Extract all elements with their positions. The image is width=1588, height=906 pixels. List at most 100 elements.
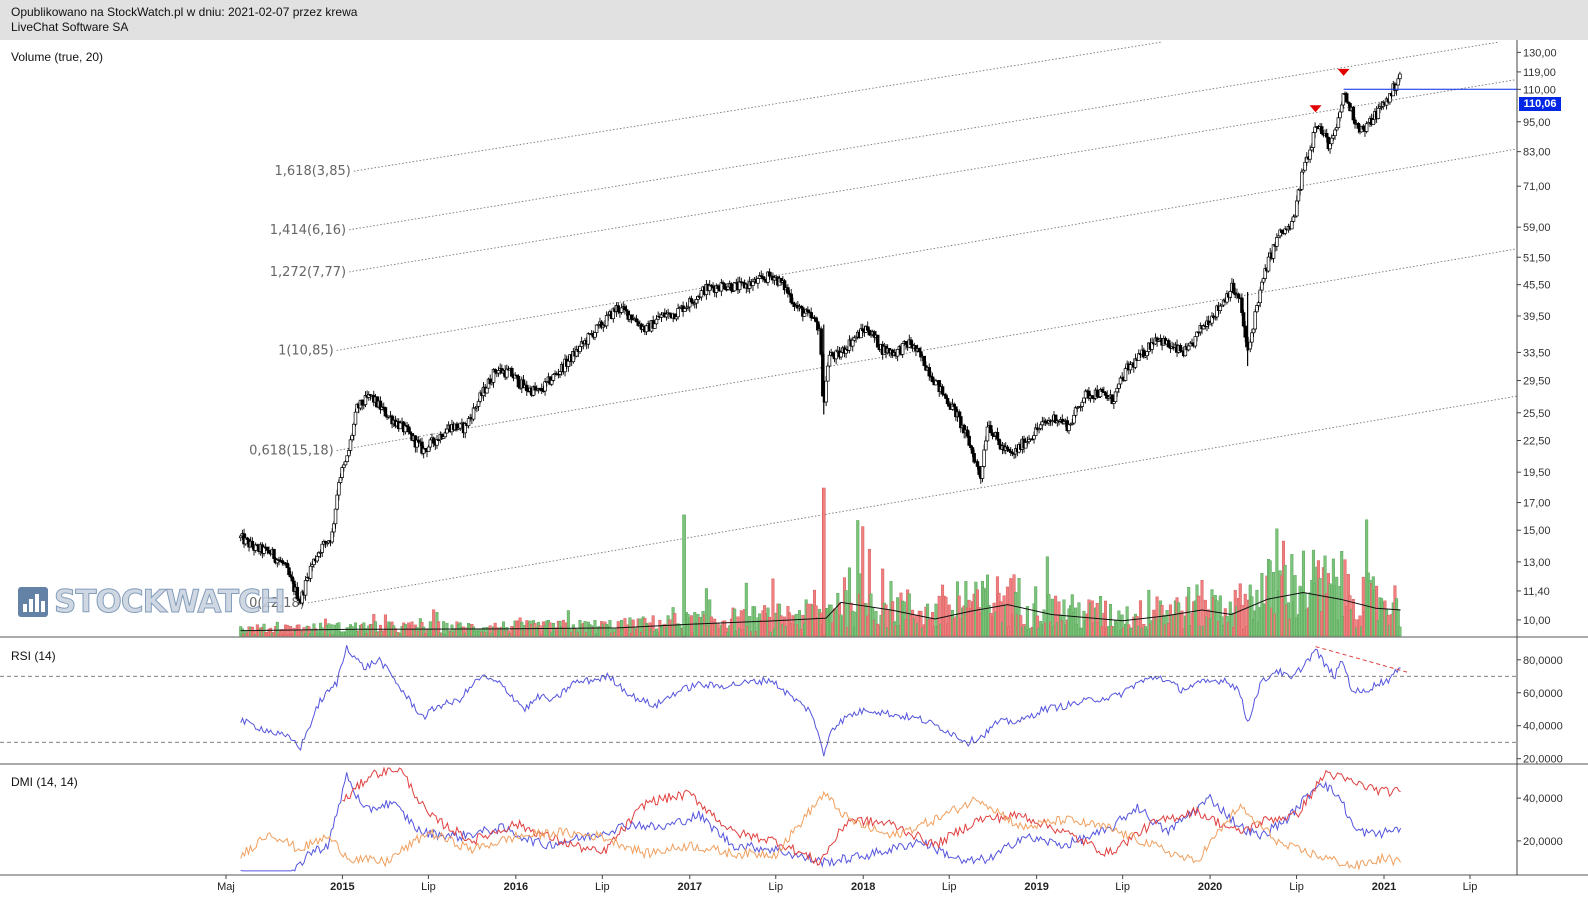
- candle-body: [1032, 435, 1036, 440]
- volume-bar: [867, 548, 871, 637]
- candle-body: [1123, 368, 1128, 381]
- candle-body: [1376, 107, 1381, 119]
- volume-bar: [307, 626, 311, 637]
- candle-body: [1260, 281, 1264, 291]
- volume-bar: [422, 626, 426, 637]
- candle-body: [922, 355, 927, 367]
- volume-average-line: [240, 591, 1401, 632]
- fib-level-label: 0(22,18): [249, 596, 305, 611]
- candle-body: [543, 381, 547, 392]
- candle-body: [1250, 332, 1254, 343]
- volume-bar: [689, 615, 693, 637]
- fib-level-label: 0,618(15,18): [249, 444, 334, 459]
- candle-body: [990, 432, 995, 436]
- candle-body: [1398, 73, 1402, 80]
- candle-body: [664, 313, 669, 318]
- candle-body: [348, 439, 353, 451]
- volume-bar: [934, 603, 938, 637]
- candle-body: [335, 494, 339, 510]
- candle-body: [267, 550, 271, 554]
- volume-bar: [1005, 586, 1009, 637]
- candle-body: [250, 540, 255, 548]
- candle-body: [525, 384, 529, 392]
- fib-channel-line: [353, 41, 1163, 172]
- candle-body: [827, 354, 832, 367]
- volume-bar: [482, 627, 486, 637]
- volume-bar: [320, 627, 324, 637]
- fib-channel-line: [336, 248, 1518, 451]
- volume-bar: [1283, 564, 1287, 637]
- candle-body: [350, 434, 354, 441]
- candle-body: [1072, 414, 1076, 424]
- y-tick-label: 45,50: [1523, 280, 1551, 292]
- company-name: LiveChat Software SA: [11, 20, 129, 34]
- candle-body: [839, 352, 843, 358]
- candle-body: [1243, 325, 1247, 338]
- x-tick-label: 2021: [1372, 881, 1396, 893]
- volume-bar: [285, 625, 289, 637]
- candle-body: [1241, 312, 1246, 327]
- candle-body: [340, 467, 344, 478]
- candle-body: [1339, 104, 1344, 113]
- candle-body: [1344, 93, 1349, 103]
- publication-line: Opublikowano na StockWatch.pl w dniu: 20…: [11, 5, 358, 19]
- y-tick-label: 110,00: [1523, 84, 1556, 96]
- candle-body: [982, 449, 986, 467]
- x-tick-label: Lip: [1289, 881, 1304, 893]
- candle-body: [940, 386, 945, 395]
- candle-body: [634, 318, 639, 323]
- volume-bar: [1077, 602, 1081, 637]
- candle-body: [383, 407, 388, 417]
- volume-bar: [907, 593, 911, 637]
- volume-bar: [566, 610, 570, 637]
- candle-body: [1117, 383, 1121, 389]
- volume-bar: [844, 590, 848, 637]
- y-tick-label: 25,50: [1523, 408, 1551, 420]
- candle-body: [1266, 256, 1271, 272]
- candle-body: [972, 453, 976, 463]
- candle-body: [653, 323, 657, 329]
- volume-bar: [1200, 580, 1204, 637]
- volume-bar: [269, 627, 273, 637]
- volume-bar: [884, 604, 888, 637]
- volume-bar: [450, 624, 454, 637]
- fib-channel-line: [307, 395, 1518, 604]
- volume-bar: [874, 611, 878, 637]
- chart-header: Opublikowano na StockWatch.pl w dniu: 20…: [0, 0, 1588, 40]
- y-tick-label: 20,0000: [1523, 836, 1563, 848]
- candle-body: [904, 341, 908, 345]
- candle-body: [285, 562, 290, 569]
- fib-channel-line: [348, 79, 1518, 273]
- volume-bar: [1074, 607, 1078, 637]
- volume-spike-bar: [822, 487, 826, 637]
- volume-bar: [378, 624, 382, 637]
- candle-body: [1311, 132, 1316, 148]
- candle-body: [1319, 126, 1324, 135]
- candle-body: [1296, 189, 1301, 202]
- candle-body: [485, 387, 489, 394]
- candle-body: [295, 586, 300, 600]
- fib-channel-line: [336, 148, 1518, 351]
- candle-body: [1291, 216, 1296, 222]
- y-tick-label: 95,00: [1523, 117, 1551, 129]
- volume-bar: [806, 603, 810, 637]
- x-tick-label: 2016: [504, 881, 528, 893]
- candle-body: [1364, 123, 1369, 132]
- y-tick-label: 33,50: [1523, 347, 1551, 359]
- candle-body: [496, 370, 501, 374]
- candle-body: [1295, 200, 1299, 217]
- volume-bar: [798, 610, 802, 637]
- candle-body: [290, 576, 295, 582]
- candle-body: [1271, 244, 1276, 259]
- candle-body: [332, 523, 336, 533]
- candle-body: [1331, 135, 1336, 139]
- volume-bar: [275, 621, 279, 637]
- candle-body: [1115, 387, 1119, 393]
- candle-body: [875, 334, 880, 348]
- candle-body: [1082, 397, 1086, 403]
- volume-bar: [1240, 605, 1244, 637]
- candle-body: [1333, 129, 1337, 137]
- candle-body: [814, 317, 818, 323]
- x-tick-label: 2015: [330, 881, 354, 893]
